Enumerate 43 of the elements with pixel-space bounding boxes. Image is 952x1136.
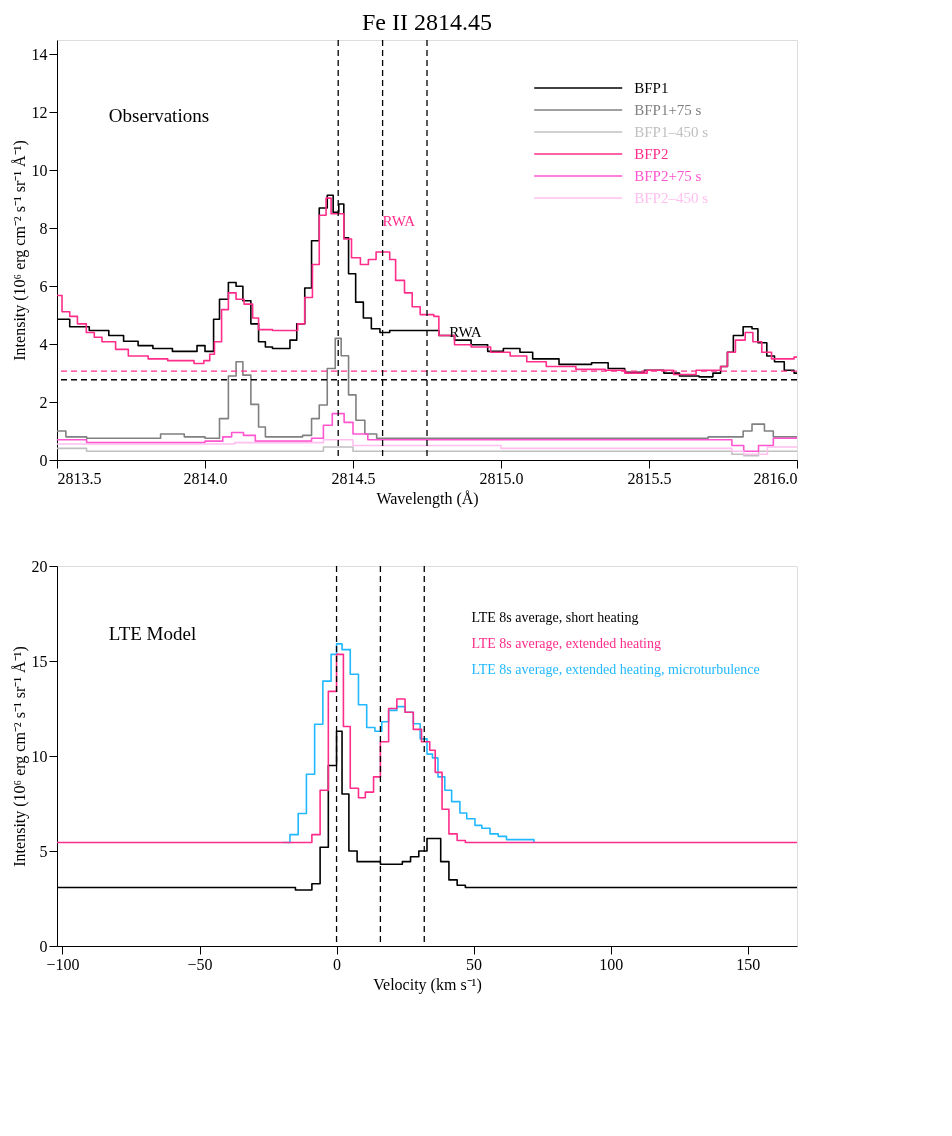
y-tick-label: 5: [39, 842, 48, 860]
x-tick-label: 150: [736, 955, 761, 973]
text: BFP1: [634, 80, 669, 96]
y-tick-label: 0: [39, 451, 48, 469]
text: LTE 8s average, short heating: [471, 610, 639, 625]
text: LTE 8s average, extended heating: [471, 636, 661, 651]
x-tick-label: 2815.0: [479, 469, 524, 487]
y-tick-label: 10: [31, 161, 48, 179]
y-tick-label: 14: [31, 45, 48, 63]
text: BFP2–450 s: [634, 190, 709, 206]
text: BFP1+75 s: [634, 102, 702, 118]
x-tick-label: 0: [333, 955, 342, 973]
y-tick-label: 12: [31, 103, 48, 121]
annotation: LTE Model: [108, 623, 197, 645]
x-axis-title: Wavelength (Å): [376, 489, 479, 508]
annotation: RWA: [449, 323, 482, 340]
x-tick-label: 2815.5: [627, 469, 672, 487]
y-tick-label: 15: [31, 652, 48, 670]
y-tick-label: 6: [39, 277, 48, 295]
y-tick-label: 2: [39, 393, 48, 411]
x-tick-label: −100: [46, 955, 80, 973]
y-tick-label: 10: [31, 747, 48, 765]
chart-title: Fe II 2814.45: [362, 9, 492, 36]
y-tick-label: 20: [31, 557, 48, 575]
annotation: Observations: [108, 104, 210, 126]
x-tick-label: 50: [466, 955, 483, 973]
text: BFP2+75 s: [634, 168, 702, 184]
x-tick-label: −50: [187, 955, 213, 973]
y-axis-title: Intensity (10⁶ erg cm⁻² s⁻¹ sr⁻¹ Å⁻¹): [10, 140, 29, 361]
y-tick-label: 0: [39, 937, 48, 955]
x-tick-label: 2813.5: [57, 469, 102, 487]
x-tick-label: 2814.5: [331, 469, 376, 487]
y-tick-label: 8: [39, 219, 48, 237]
text: BFP1–450 s: [634, 124, 709, 140]
text: BFP2: [634, 146, 669, 162]
text: LTE 8s average, extended heating, microturbulence: [471, 662, 760, 677]
y-axis-title: Intensity (10⁶ erg cm⁻² s⁻¹ sr⁻¹ Å⁻¹): [10, 646, 29, 867]
x-axis-title: Velocity (km s⁻¹): [373, 975, 482, 994]
x-tick-label: 100: [599, 955, 624, 973]
x-tick-label: 2814.0: [183, 469, 228, 487]
x-tick-label: 2816.0: [753, 469, 798, 487]
annotation: RWA: [382, 212, 416, 229]
y-tick-label: 4: [39, 335, 48, 353]
